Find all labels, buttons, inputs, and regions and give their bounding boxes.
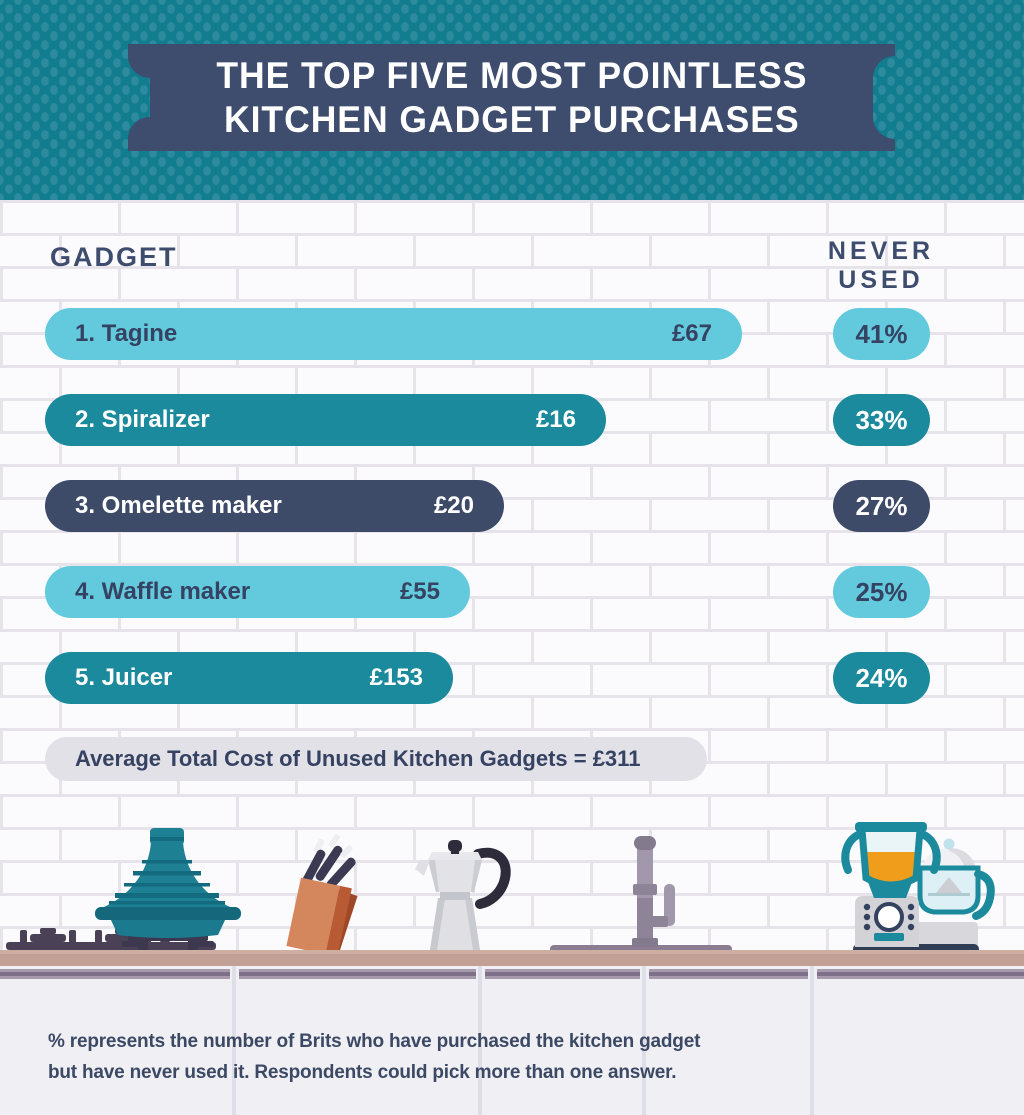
column-header-gadget: GADGET: [50, 242, 178, 272]
bar-spiralizer: 2. Spiralizer £16: [45, 394, 606, 446]
bar-tagine: 1. Tagine £67: [45, 308, 742, 360]
column-header-never-used: NEVER USED: [822, 237, 940, 295]
faucet-illustration: [550, 836, 732, 954]
bar-juicer: 5. Juicer £153: [45, 652, 453, 704]
cabinet-footer: % represents the number of Brits who hav…: [0, 966, 1024, 1115]
bar-omelette-maker: 3. Omelette maker £20: [45, 480, 504, 532]
footnote-line-2: but have never used it. Respondents coul…: [48, 1062, 677, 1083]
pill-waffle-maker-pct: 25%: [833, 566, 930, 618]
bar-price: £67: [671, 320, 712, 347]
bar-waffle-maker: 4. Waffle maker £55: [45, 566, 470, 618]
bar-label: 5. Juicer: [75, 664, 173, 691]
bar-price: £16: [535, 406, 576, 433]
pill-tagine-pct: 41%: [833, 308, 930, 360]
cabinet-door-gap: [232, 966, 236, 1115]
footnote-line-1: % represents the number of Brits who hav…: [48, 1031, 701, 1052]
knife-icon: [302, 834, 356, 889]
summary-total-cost: Average Total Cost of Unused Kitchen Gad…: [45, 737, 707, 781]
bar-label: 2. Spiralizer: [75, 406, 210, 433]
tagine-illustration: [95, 828, 241, 950]
title-plaque: [128, 44, 895, 151]
moka-pot-illustration: [415, 840, 511, 950]
knife-block-illustration: [286, 834, 358, 957]
footnote: % represents the number of Brits who hav…: [48, 1026, 700, 1088]
pill-spiralizer-pct: 33%: [833, 394, 930, 446]
cabinet-door-gap: [642, 966, 646, 1115]
bar-price: £153: [369, 664, 423, 691]
bar-label: 1. Tagine: [75, 320, 178, 347]
cabinet-handle-band: [0, 969, 1024, 979]
page-title: THE TOP FIVE MOST POINTLESS KITCHEN GADG…: [128, 44, 895, 151]
bar-price: £55: [399, 578, 440, 605]
title-line-2: KITCHEN GADGET PURCHASES: [223, 98, 800, 140]
pill-juicer-pct: 24%: [833, 652, 930, 704]
kitchen-scene: [0, 822, 1024, 966]
gas-hob-illustration: [6, 928, 216, 950]
bar-label: 4. Waffle maker: [75, 578, 251, 605]
pill-omelette-maker-pct: 27%: [833, 480, 930, 532]
counter-top: [0, 950, 1024, 966]
cabinet-door-gap: [810, 966, 814, 1115]
food-processor-illustration: [841, 822, 995, 955]
title-line-1: THE TOP FIVE MOST POINTLESS: [215, 54, 808, 96]
never-used-line-1: NEVER: [827, 237, 935, 265]
bar-label: 3. Omelette maker: [75, 492, 282, 519]
bar-price: £20: [433, 492, 474, 519]
cabinet-door-gap: [478, 966, 482, 1115]
never-used-line-2: USED: [838, 266, 924, 294]
header-banner: THE TOP FIVE MOST POINTLESS KITCHEN GADG…: [0, 0, 1024, 200]
